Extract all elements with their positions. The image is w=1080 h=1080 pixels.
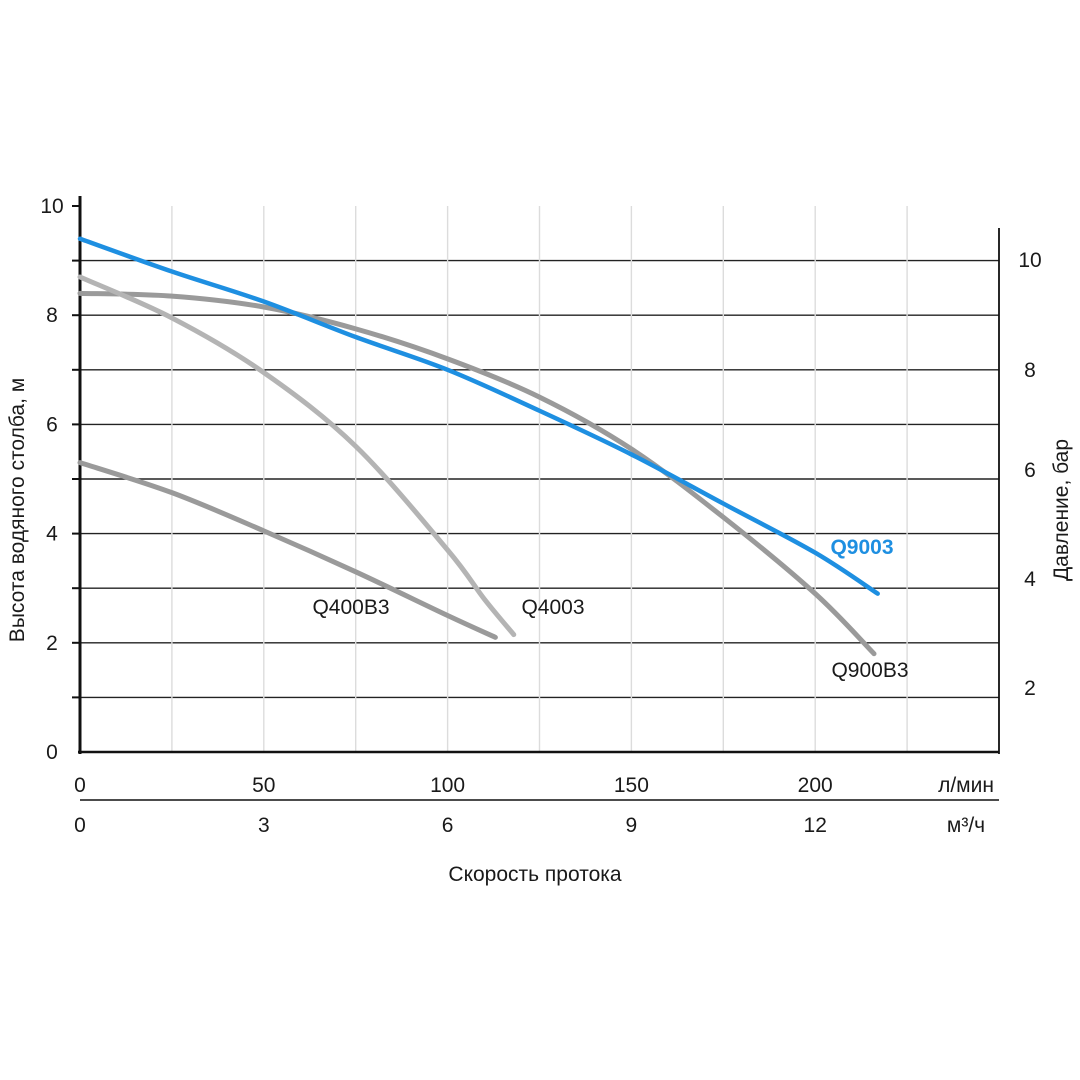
series-labels: Q9003 Q900B3 Q4003 Q400B3 [312, 536, 908, 682]
x-secondary-tick-label: 6 [442, 814, 454, 837]
x-secondary-tick-label: 3 [258, 814, 270, 837]
series-label-q4003: Q4003 [521, 596, 584, 619]
x-secondary-tick-label: 12 [804, 814, 827, 837]
y-right-tick-label: 8 [1024, 359, 1036, 382]
x-primary-tick-label: 100 [430, 774, 465, 797]
y-right-tick-label: 6 [1024, 459, 1036, 482]
x-primary-tick-label: 50 [252, 774, 275, 797]
y-left-tick-label: 10 [40, 195, 63, 218]
y-left-tick-label: 8 [46, 304, 58, 327]
series-line-q9003 [77, 236, 880, 596]
x-primary-tick-label: 200 [798, 774, 833, 797]
y-right-axis-title: Давление, бар [1050, 439, 1073, 581]
y-left-tick-label: 6 [46, 413, 58, 436]
series-line-q900b3 [77, 290, 877, 657]
series-lines [77, 236, 880, 657]
axes [72, 196, 1000, 801]
y-left-tick-label: 4 [46, 523, 58, 546]
y-right-tick-label: 2 [1024, 677, 1036, 700]
x-primary-tick-label: 150 [614, 774, 649, 797]
y-left-axis-title: Высота водяного столба, м [6, 378, 29, 642]
x-secondary-unit-label: м³/ч [947, 814, 985, 837]
x-axis-title: Скорость протока [448, 863, 621, 886]
series-label-q400b3: Q400B3 [312, 596, 389, 619]
series-line-q400b3 [77, 460, 498, 640]
x-secondary-tick-label: 9 [626, 814, 638, 837]
series-line-q4003 [77, 274, 517, 638]
y-left-tick-label: 0 [46, 741, 58, 764]
y-right-tick-label: 10 [1018, 249, 1041, 272]
series-label-q900b3: Q900B3 [831, 659, 908, 682]
series-label-q9003: Q9003 [830, 536, 893, 559]
y-left-tick-label: 2 [46, 632, 58, 655]
y-right-tick-label: 4 [1024, 568, 1036, 591]
x-secondary-tick-label: 0 [74, 814, 86, 837]
grid [80, 206, 999, 752]
axis-titles: Высота водяного столба, м Давление, бар … [6, 378, 1073, 886]
x-primary-unit-label: л/мин [938, 774, 994, 797]
x-primary-tick-label: 0 [74, 774, 86, 797]
